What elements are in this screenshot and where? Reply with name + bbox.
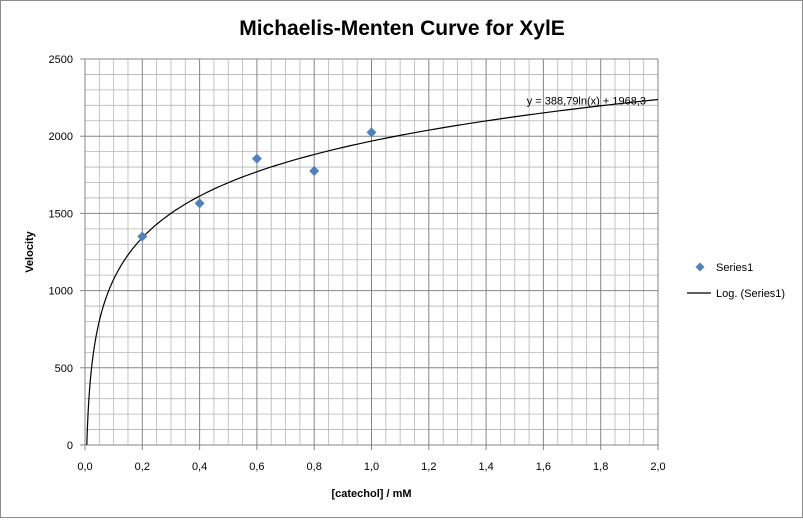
x-tick-label: 0,4: [192, 461, 207, 473]
data-point: [309, 165, 320, 176]
x-tick-label: 0,0: [77, 461, 92, 473]
x-tick-label: 1,6: [536, 461, 551, 473]
data-points: [137, 127, 377, 242]
legend: Series1 Log. (Series1): [687, 262, 785, 300]
y-tick-labels: 0 500 1000 1500 2000 2500: [49, 54, 73, 452]
x-tick-label: 1,2: [421, 461, 436, 473]
x-tick-label: 0,6: [249, 461, 264, 473]
y-tick-label: 2500: [49, 54, 73, 66]
legend-marker-series1: [695, 262, 705, 272]
y-axis-label: Velocity: [24, 230, 36, 272]
y-tick-label: 500: [55, 363, 73, 375]
axes: [80, 58, 659, 450]
x-tick-label: 0,8: [307, 461, 322, 473]
x-tick-label: 1,4: [478, 461, 493, 473]
data-point: [194, 198, 205, 209]
x-tick-label: 2,0: [650, 461, 665, 473]
data-point: [366, 127, 377, 138]
y-tick-label: 1000: [49, 286, 73, 298]
x-axis-label: [catechol] / mM: [331, 488, 411, 500]
data-point: [251, 153, 262, 164]
y-tick-label: 0: [67, 440, 73, 452]
x-tick-labels: 0,0 0,2 0,4 0,6 0,8 1,0 1,2 1,4 1,6 1,8 2,0: [77, 461, 665, 473]
legend-label-trendline: Log. (Series1): [716, 288, 785, 300]
trendline-equation: y = 388,79ln(x) + 1968,3: [527, 95, 646, 107]
x-tick-label: 0,2: [135, 461, 150, 473]
x-tick-label: 1,8: [593, 461, 608, 473]
major-gridlines: [85, 58, 659, 445]
y-tick-label: 2000: [49, 131, 73, 143]
chart-title: Michaelis-Menten Curve for XylE: [239, 17, 565, 40]
minor-gridlines: [85, 59, 658, 445]
trendline-curve: [86, 98, 659, 446]
data-point: [137, 231, 148, 242]
legend-label-series1: Series1: [716, 262, 753, 274]
x-tick-label: 1,0: [364, 461, 379, 473]
y-tick-label: 1500: [49, 208, 73, 220]
